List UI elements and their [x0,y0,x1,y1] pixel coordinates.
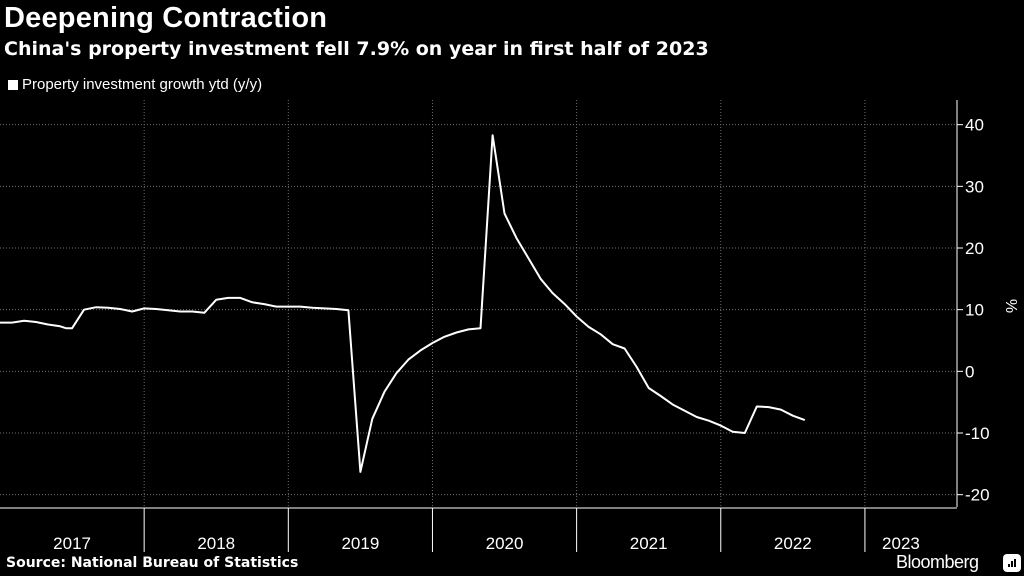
legend: Property investment growth ytd (y/y) [8,76,262,93]
y-tick-label: 10 [965,301,984,320]
chart-subtitle: China's property investment fell 7.9% on… [4,38,709,60]
x-tick-label: 2018 [197,534,235,553]
x-tick-label: 2022 [774,534,812,553]
y-tick-label: -10 [965,424,990,443]
x-tick-label: 2023 [882,534,920,553]
series-line [0,134,806,473]
brand-mark-icon [1003,554,1021,572]
y-tick-label: 20 [965,239,984,258]
x-tick-label: 2017 [53,534,91,553]
x-tick-label: 2019 [341,534,379,553]
source-note: Source: National Bureau of Statistics [6,555,299,571]
chart-title: Deepening Contraction [4,2,328,34]
y-tick-label: 30 [965,177,984,196]
y-tick-label: 40 [965,116,984,135]
y-tick-label: 0 [965,362,974,381]
x-tick-label: 2021 [630,534,668,553]
y-axis-label: % [1002,299,1019,313]
legend-label: Property investment growth ytd (y/y) [22,76,263,93]
brand-logo-text: Bloomberg [896,552,979,572]
y-tick-label: -20 [965,486,990,505]
legend-swatch [8,79,18,90]
x-tick-label: 2020 [486,534,524,553]
